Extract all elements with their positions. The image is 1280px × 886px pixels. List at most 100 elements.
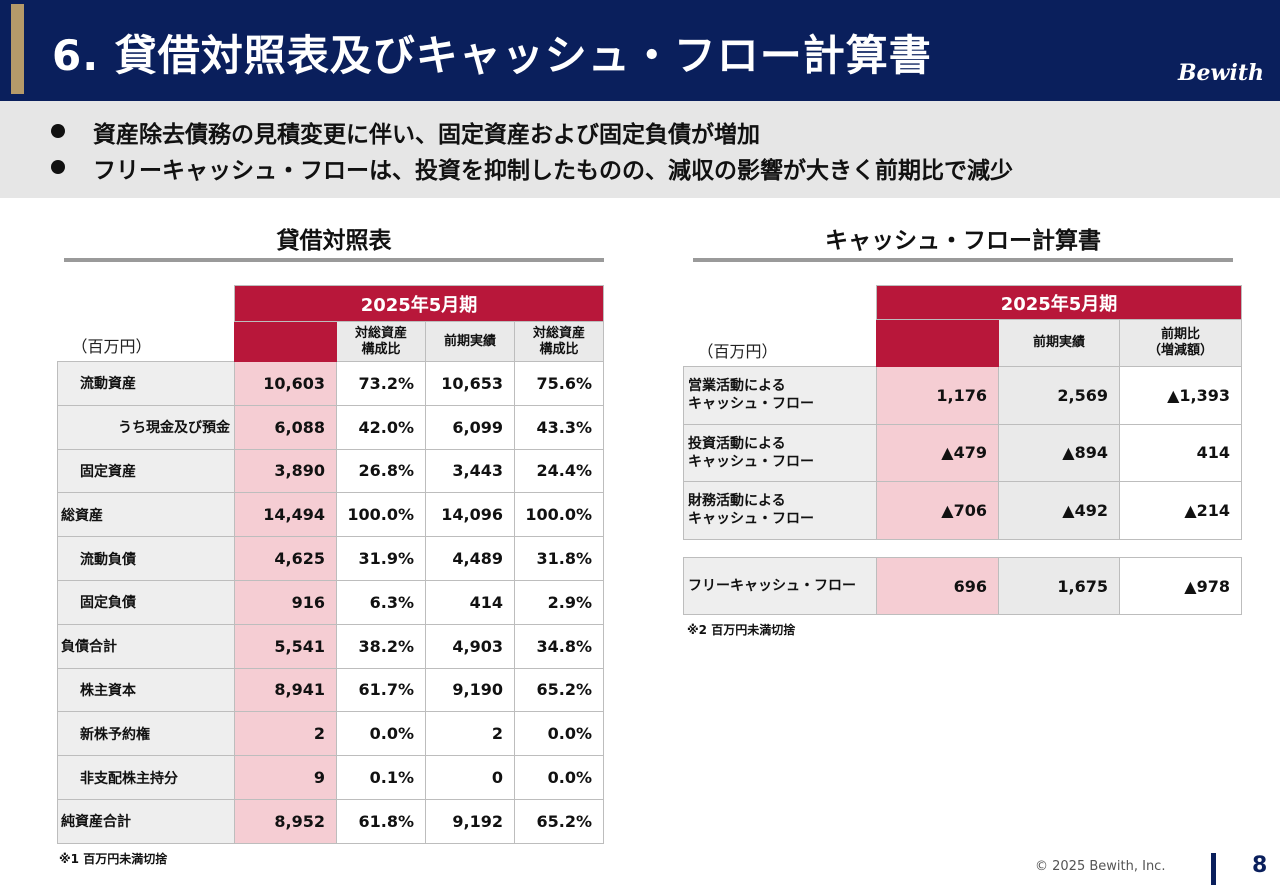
value-cell: 0.0%	[514, 711, 604, 757]
period-subheader-empty	[876, 319, 999, 367]
value-cell: 3,443	[425, 448, 515, 494]
table-row: 純資産合計 8,952 61.8% 9,192 65.2%	[57, 798, 604, 844]
value-cell: 24.4%	[514, 448, 604, 494]
row-label-line: 財務活動による	[688, 493, 786, 510]
bullet-text: 資産除去債務の見積変更に伴い、固定資産および固定負債が増加	[93, 122, 760, 148]
value-cell: 0.0%	[336, 711, 426, 757]
value-cell: 65.2%	[514, 798, 604, 844]
table-row: 固定資産 3,890 26.8% 3,443 24.4%	[57, 448, 604, 494]
balance-sheet-table: （百万円） 2025年5月期 対総資産 構成比 前期実績 対総資産 構成比 流動…	[57, 285, 604, 844]
value-cell: 5,541	[234, 623, 337, 669]
value-cell: 31.9%	[336, 536, 426, 581]
value-cell: ▲479	[876, 423, 999, 482]
value-cell: 2,569	[998, 366, 1120, 425]
row-label: 固定資産	[57, 448, 235, 494]
row-label: 財務活動による キャッシュ・フロー	[683, 481, 877, 540]
value-cell: 61.7%	[336, 667, 426, 713]
row-label: うち現金及び預金	[57, 404, 235, 450]
value-cell: 34.8%	[514, 623, 604, 669]
row-label: フリーキャッシュ・フロー	[683, 557, 877, 615]
value-cell: 3,890	[234, 448, 337, 494]
value-cell: 2	[425, 711, 515, 757]
row-label: 総資産	[57, 492, 235, 538]
value-cell: ▲1,393	[1118, 366, 1243, 425]
column-header: 対総資産 構成比	[514, 321, 604, 362]
free-cash-flow-table: フリーキャッシュ・フロー 696 1,675 ▲978	[683, 557, 1242, 615]
header-bar: 6. 貸借対照表及びキャッシュ・フロー計算書 Bewith	[0, 0, 1280, 101]
value-cell: 0.0%	[514, 755, 604, 800]
bullet-dot-icon	[51, 124, 65, 138]
balance-sheet-title: 貸借対照表	[276, 228, 392, 254]
table-row: 営業活動による キャッシュ・フロー 1,176 2,569 ▲1,393	[683, 366, 1243, 425]
page-number-bar	[1211, 853, 1216, 885]
value-cell: 14,096	[425, 492, 515, 538]
page-title: 6. 貸借対照表及びキャッシュ・フロー計算書	[52, 31, 932, 80]
table-row: 総資産 14,494 100.0% 14,096 100.0%	[57, 492, 604, 538]
value-cell: 43.3%	[514, 404, 604, 450]
bullet-text: フリーキャッシュ・フローは、投資を抑制したものの、減収の影響が大きく前期比で減少	[93, 158, 1013, 184]
bullet-item: 資産除去債務の見積変更に伴い、固定資産および固定負債が増加	[0, 115, 1280, 151]
table-row: 固定負債 916 6.3% 414 2.9%	[57, 579, 604, 625]
table-row: 流動資産 10,603 73.2% 10,653 75.6%	[57, 361, 604, 406]
row-label: 純資産合計	[57, 798, 235, 844]
balance-sheet-rule	[64, 258, 604, 262]
value-cell: 42.0%	[336, 404, 426, 450]
table-row: 株主資本 8,941 61.7% 9,190 65.2%	[57, 667, 604, 713]
row-label: 非支配株主持分	[57, 755, 235, 800]
row-label: 株主資本	[57, 667, 235, 713]
summary-bullets: 資産除去債務の見積変更に伴い、固定資産および固定負債が増加 フリーキャッシュ・フ…	[0, 101, 1280, 198]
value-cell: 6.3%	[336, 579, 426, 625]
value-cell: 10,653	[425, 361, 515, 406]
row-label: 営業活動による キャッシュ・フロー	[683, 366, 877, 425]
value-cell: 0.1%	[336, 755, 426, 800]
cash-flow-title: キャッシュ・フロー計算書	[825, 228, 1101, 254]
value-cell: 9,190	[425, 667, 515, 713]
period-subheader-empty	[234, 321, 337, 362]
row-label-line: 営業活動による	[688, 378, 786, 395]
value-cell: 696	[876, 557, 999, 615]
unit-label: （百万円）	[57, 285, 235, 362]
value-cell: ▲894	[998, 423, 1120, 482]
value-cell: 8,952	[234, 798, 337, 844]
row-label-line: キャッシュ・フロー	[688, 396, 814, 413]
table-row: 負債合計 5,541 38.2% 4,903 34.8%	[57, 623, 604, 669]
table-row: 流動負債 4,625 31.9% 4,489 31.8%	[57, 536, 604, 581]
value-cell: 65.2%	[514, 667, 604, 713]
unit-label: （百万円）	[683, 285, 877, 367]
column-header: 前期比 （増減額）	[1118, 319, 1243, 367]
value-cell: 26.8%	[336, 448, 426, 494]
cash-flow-note: ※2 百万円未満切捨	[687, 623, 796, 637]
value-cell: 4,625	[234, 536, 337, 581]
value-cell: 61.8%	[336, 798, 426, 844]
value-cell: 9	[234, 755, 337, 800]
balance-sheet-note: ※1 百万円未満切捨	[59, 852, 168, 866]
row-label: 固定負債	[57, 579, 235, 625]
value-cell: ▲492	[998, 481, 1120, 540]
cash-flow-rule	[693, 258, 1233, 262]
value-cell: 38.2%	[336, 623, 426, 669]
value-cell: ▲706	[876, 481, 999, 540]
table-row: 投資活動による キャッシュ・フロー ▲479 ▲894 414	[683, 423, 1243, 482]
period-header: 2025年5月期	[234, 285, 604, 322]
value-cell: 31.8%	[514, 536, 604, 581]
copyright-text: © 2025 Bewith, Inc.	[1035, 859, 1166, 874]
bullet-dot-icon	[51, 160, 65, 174]
value-cell: 73.2%	[336, 361, 426, 406]
value-cell: 2	[234, 711, 337, 757]
row-label: 流動資産	[57, 361, 235, 406]
bullet-item: フリーキャッシュ・フローは、投資を抑制したものの、減収の影響が大きく前期比で減少	[0, 151, 1280, 187]
row-label-line: キャッシュ・フロー	[688, 453, 814, 470]
row-label: 負債合計	[57, 623, 235, 669]
column-header: 対総資産 構成比	[336, 321, 426, 362]
table-row: 非支配株主持分 9 0.1% 0 0.0%	[57, 755, 604, 800]
row-label: 投資活動による キャッシュ・フロー	[683, 423, 877, 482]
company-logo: Bewith	[1177, 60, 1264, 86]
value-cell: 100.0%	[336, 492, 426, 538]
table-row: 新株予約権 2 0.0% 2 0.0%	[57, 711, 604, 757]
table-row: うち現金及び預金 6,088 42.0% 6,099 43.3%	[57, 404, 604, 450]
value-cell: 414	[425, 579, 515, 625]
cash-flow-table: （百万円） 2025年5月期 前期実績 前期比 （増減額） 営業活動による キャッ…	[683, 285, 1243, 540]
value-cell: 2.9%	[514, 579, 604, 625]
value-cell: ▲978	[1119, 557, 1242, 615]
value-cell: 8,941	[234, 667, 337, 713]
